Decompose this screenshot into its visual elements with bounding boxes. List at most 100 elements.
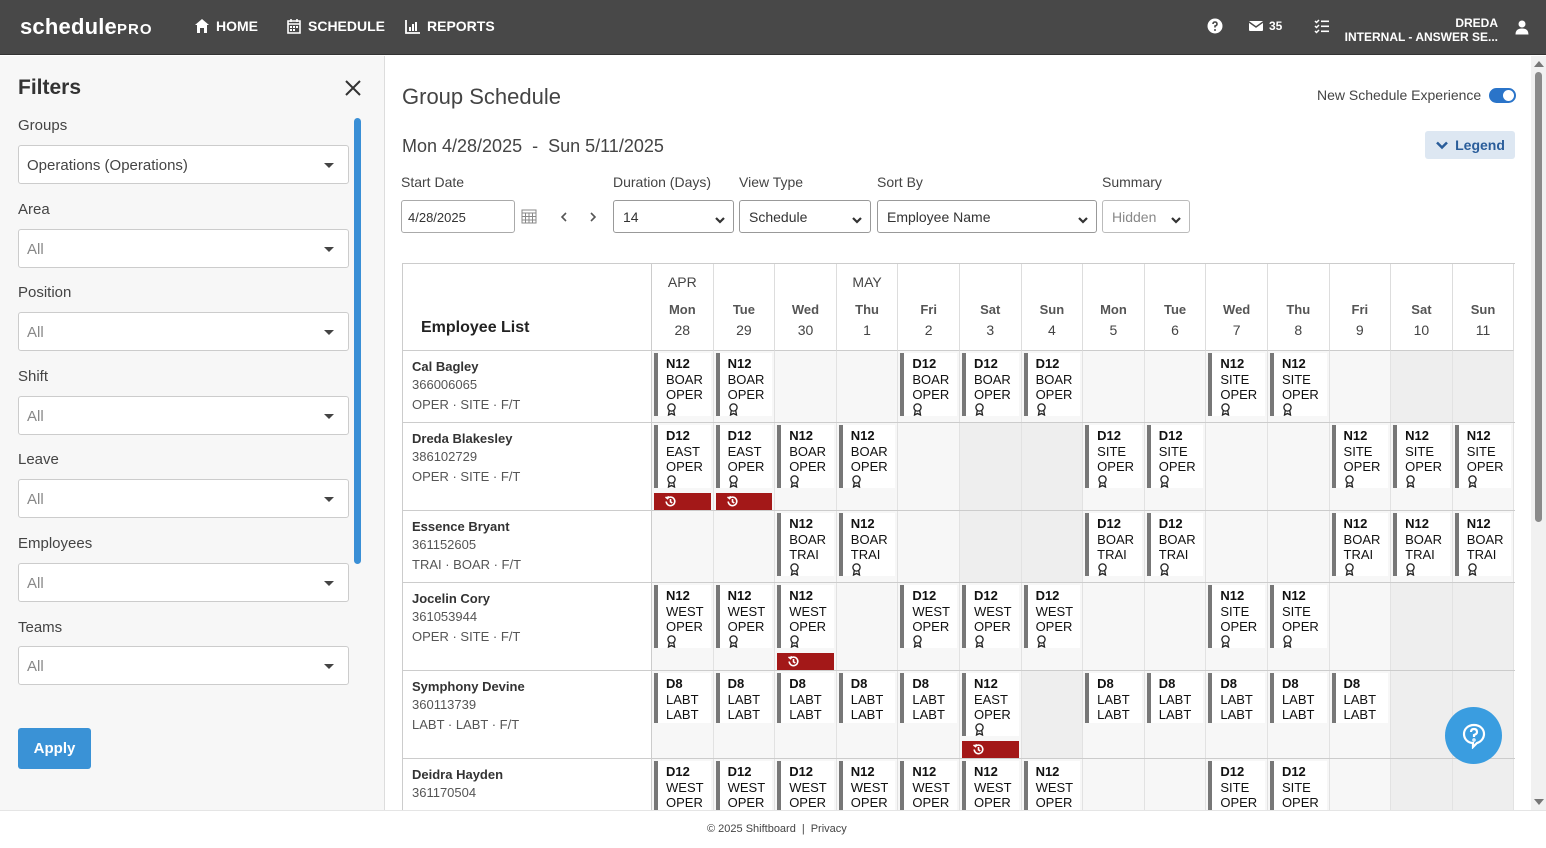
employee-info[interactable]: Cal Bagley 366006065 OPER · SITE · F/T [403, 351, 652, 422]
overtime-alert[interactable] [961, 741, 1019, 758]
shift-block[interactable]: D8 LABT LABT [1269, 673, 1327, 723]
teams-select[interactable]: All [18, 646, 349, 685]
schedule-cell[interactable]: D12 BOAR OPER [1021, 351, 1084, 422]
overtime-alert[interactable] [715, 493, 773, 510]
schedule-cell[interactable]: N12 SITE OPER [1206, 583, 1268, 670]
schedule-cell[interactable]: D12 BOAR OPER [898, 351, 960, 422]
position-select[interactable]: All [18, 312, 349, 351]
user-avatar[interactable] [1514, 19, 1530, 40]
shift-block[interactable]: D8 LABT LABT [1331, 673, 1389, 723]
groups-select[interactable]: Operations (Operations) [18, 145, 349, 184]
schedule-cell[interactable] [959, 511, 1022, 582]
shift-block[interactable]: N12 WEST OPER [1023, 761, 1081, 810]
shift-block[interactable]: N12 SITE OPER [1393, 425, 1450, 488]
shift-block[interactable]: D12 WEST OPER [900, 585, 957, 648]
new-experience-toggle[interactable] [1489, 87, 1517, 103]
employee-info[interactable]: Deidra Hayden 361170504 [403, 759, 652, 810]
schedule-cell[interactable] [1391, 759, 1453, 810]
schedule-cell[interactable]: D8 LABT LABT [1083, 671, 1145, 758]
duration-select[interactable]: 14 [613, 200, 734, 233]
schedule-cell[interactable]: D8 LABT LABT [713, 671, 776, 758]
schedule-cell[interactable]: D12 WEST OPER [1021, 583, 1084, 670]
schedule-cell[interactable]: D12 WEST OPER [713, 759, 776, 810]
close-filters-button[interactable] [343, 78, 363, 98]
schedule-cell[interactable] [1206, 511, 1268, 582]
schedule-cell[interactable] [713, 511, 776, 582]
schedule-cell[interactable] [836, 351, 899, 422]
help-button[interactable] [1207, 18, 1223, 34]
schedule-cell[interactable]: N12 BOAR OPER [775, 423, 837, 510]
schedule-cell[interactable]: D12 WEST OPER [775, 759, 837, 810]
filters-scroll-area[interactable]: Groups Operations (Operations) Area All … [0, 114, 385, 708]
shift-block[interactable]: N12 SITE OPER [1208, 585, 1265, 648]
user-menu[interactable]: DREDA INTERNAL - ANSWER SE... [1345, 16, 1498, 44]
shift-block[interactable]: D12 EAST OPER [654, 425, 711, 488]
schedule-cell[interactable]: D8 LABT LABT [775, 671, 837, 758]
shift-block[interactable]: N12 WEST OPER [654, 585, 711, 648]
schedule-cell[interactable]: D12 WEST OPER [959, 583, 1022, 670]
shift-block[interactable]: N12 BOAR TRAI [1393, 513, 1450, 576]
schedule-cell[interactable] [1452, 759, 1515, 810]
overtime-alert[interactable] [654, 493, 711, 510]
apply-button[interactable]: Apply [18, 728, 91, 769]
shift-block[interactable]: N12 WEST OPER [900, 761, 957, 810]
employee-name[interactable]: Symphony Devine [412, 679, 525, 694]
schedule-cell[interactable]: N12 BOAR TRAI [775, 511, 837, 582]
shift-block[interactable]: D12 WEST OPER [654, 761, 711, 810]
shift-block[interactable]: N12 SITE OPER [1269, 585, 1327, 648]
schedule-cell[interactable] [1452, 351, 1515, 422]
nav-home[interactable]: HOME [194, 18, 258, 34]
schedule-cell[interactable]: N12 SITE OPER [1391, 423, 1453, 510]
schedule-cell[interactable]: N12 BOAR TRAI [836, 511, 899, 582]
shift-block[interactable]: D12 SITE OPER [1146, 425, 1204, 488]
leave-select[interactable]: All [18, 479, 349, 518]
shift-block[interactable]: N12 BOAR TRAI [1331, 513, 1389, 576]
shift-block[interactable]: D8 LABT LABT [1146, 673, 1204, 723]
schedule-cell[interactable] [1206, 423, 1268, 510]
schedule-cell[interactable]: D12 SITE OPER [1267, 759, 1330, 810]
schedule-cell[interactable]: N12 WEST OPER [959, 759, 1022, 810]
schedule-cell[interactable]: D12 EAST OPER [652, 423, 714, 510]
start-date-input[interactable]: 4/28/2025 [401, 200, 515, 233]
shift-block[interactable]: D8 LABT LABT [715, 673, 773, 723]
calendar-picker-icon[interactable] [521, 208, 537, 224]
shift-block[interactable]: D8 LABT LABT [777, 673, 834, 723]
schedule-cell[interactable] [1329, 583, 1392, 670]
schedule-cell[interactable] [1083, 759, 1145, 810]
messages-button[interactable]: 35 [1248, 18, 1282, 34]
main-scrollbar[interactable] [1531, 56, 1546, 810]
schedule-cell[interactable]: D8 LABT LABT [836, 671, 899, 758]
shift-block[interactable]: N12 WEST OPER [777, 585, 834, 648]
employee-info[interactable]: Symphony Devine 360113739 LABT · LABT · F/… [403, 671, 652, 758]
shift-block[interactable]: N12 BOAR TRAI [1454, 513, 1512, 576]
shift-block[interactable]: N12 SITE OPER [1269, 353, 1327, 416]
employee-name[interactable]: Jocelin Cory [412, 591, 491, 606]
employee-info[interactable]: Essence Bryant 361152605 TRAI · BOAR · F/T [403, 511, 652, 582]
employee-name[interactable]: Deidra Hayden [412, 767, 504, 782]
shift-block[interactable]: D8 LABT LABT [900, 673, 957, 723]
schedule-cell[interactable] [1083, 351, 1145, 422]
shift-block[interactable]: D12 WEST OPER [961, 585, 1019, 648]
schedule-cell[interactable] [1144, 583, 1207, 670]
schedule-cell[interactable]: N12 SITE OPER [1329, 423, 1392, 510]
summary-select[interactable]: Hidden [1102, 200, 1190, 233]
shift-block[interactable]: D12 WEST OPER [715, 761, 773, 810]
schedule-cell[interactable] [1267, 511, 1330, 582]
schedule-cell[interactable]: N12 WEST OPER [836, 759, 899, 810]
shift-block[interactable]: D8 LABT LABT [654, 673, 711, 723]
schedule-cell[interactable]: N12 SITE OPER [1267, 583, 1330, 670]
shift-block[interactable]: D12 WEST OPER [1023, 585, 1081, 648]
schedule-cell[interactable] [1391, 351, 1453, 422]
schedule-cell[interactable]: N12 WEST OPER [898, 759, 960, 810]
shift-block[interactable]: D12 EAST OPER [715, 425, 773, 488]
shift-block[interactable]: N12 BOAR OPER [715, 353, 773, 416]
schedule-cell[interactable]: D8 LABT LABT [1144, 671, 1207, 758]
shift-block[interactable]: N12 SITE OPER [1331, 425, 1389, 488]
schedule-cell[interactable] [1144, 351, 1207, 422]
schedule-cell[interactable] [1267, 423, 1330, 510]
shift-block[interactable]: D12 SITE OPER [1085, 425, 1142, 488]
schedule-cell[interactable]: D8 LABT LABT [1267, 671, 1330, 758]
schedule-cell[interactable]: D8 LABT LABT [652, 671, 714, 758]
employee-name[interactable]: Cal Bagley [412, 359, 479, 374]
schedule-cell[interactable]: N12 WEST OPER [652, 583, 714, 670]
